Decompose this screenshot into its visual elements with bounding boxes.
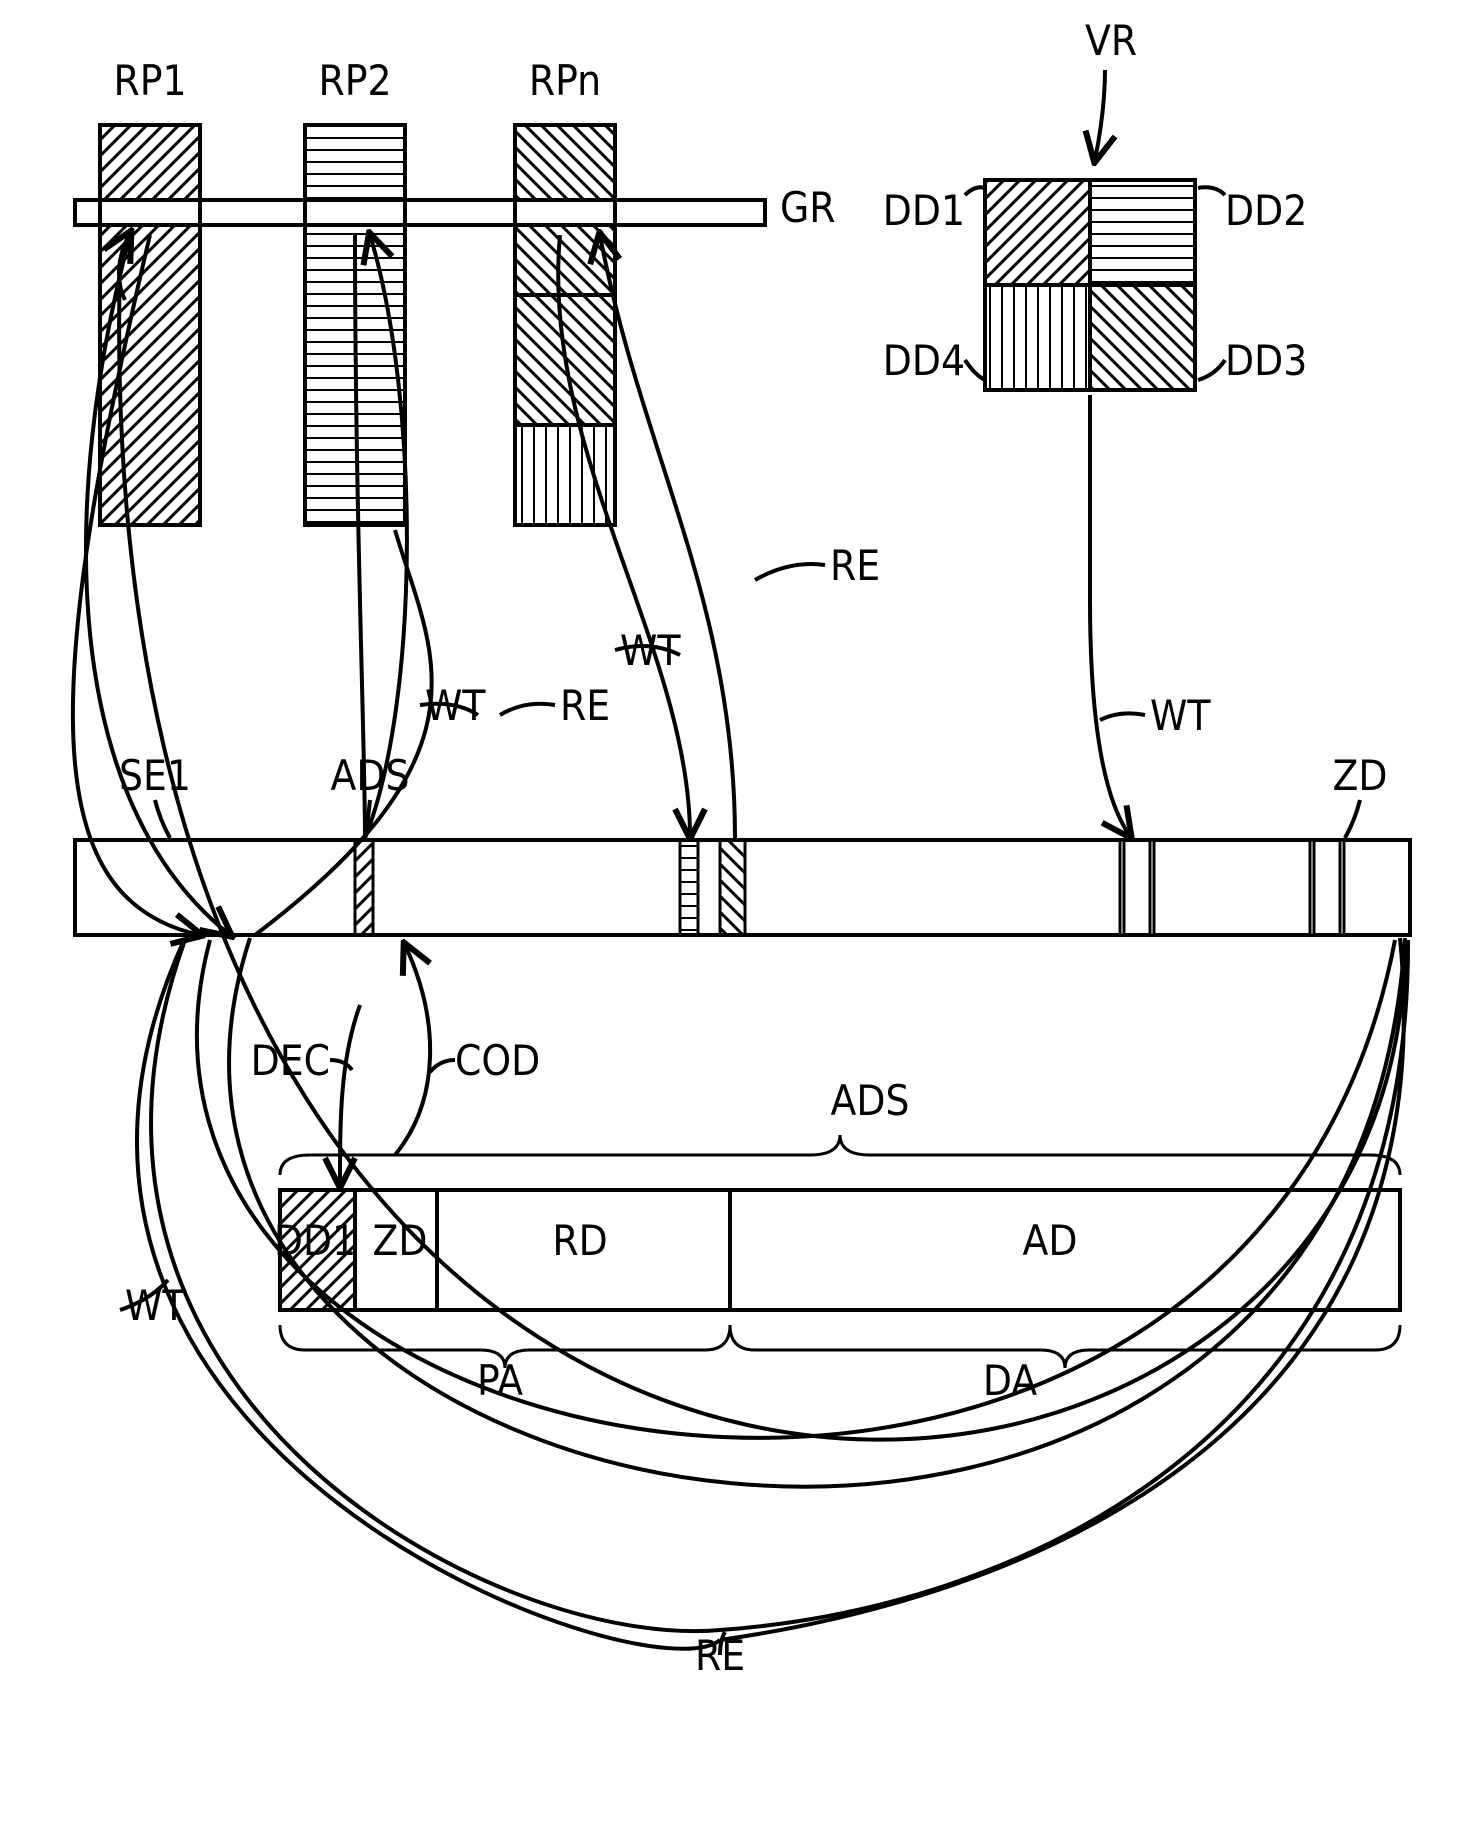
wt-right-tick bbox=[1100, 713, 1145, 720]
label-RD: RD bbox=[552, 1216, 607, 1265]
vr-leader-arrow bbox=[1095, 70, 1105, 160]
label-ZD: ZD bbox=[1333, 751, 1388, 800]
dd1-cell bbox=[985, 180, 1090, 285]
gr-rect bbox=[75, 200, 765, 225]
se1-slot-1 bbox=[680, 840, 698, 935]
se1-slot-2 bbox=[720, 840, 745, 935]
dd3-leader bbox=[1198, 360, 1225, 380]
se1-slot-5 bbox=[1310, 840, 1314, 935]
label-DEC: DEC bbox=[251, 1036, 330, 1085]
label-DD1: DD1 bbox=[883, 186, 965, 235]
wt-right-arrow bbox=[1090, 395, 1130, 836]
label-PA: PA bbox=[477, 1356, 523, 1405]
label-DD1b: DD1 bbox=[274, 1216, 356, 1265]
vr-square bbox=[985, 180, 1195, 390]
label-AD: AD bbox=[1023, 1216, 1078, 1265]
re-up-arrow bbox=[600, 235, 735, 838]
cod-tick bbox=[430, 1060, 455, 1072]
label-ZD2: ZD bbox=[373, 1216, 428, 1265]
label-SE1: SE1 bbox=[119, 751, 191, 800]
se1-leader bbox=[155, 800, 170, 838]
label-RPn: RPn bbox=[529, 56, 601, 105]
label-DA: DA bbox=[983, 1356, 1037, 1405]
label-VR: VR bbox=[1085, 16, 1137, 65]
se1-slot-0 bbox=[355, 840, 373, 935]
dd2-leader bbox=[1198, 187, 1225, 195]
label-RE_mid: RE bbox=[560, 681, 610, 730]
label-WT_right: WT bbox=[1150, 691, 1211, 740]
se1-slot-6 bbox=[1340, 840, 1344, 935]
dec-tick bbox=[330, 1060, 352, 1070]
label-RP2: RP2 bbox=[318, 56, 391, 105]
dd4-cell bbox=[985, 285, 1090, 390]
re-up-tick bbox=[755, 564, 825, 580]
label-ADS2: ADS bbox=[831, 1076, 910, 1125]
rpn-bar-bot bbox=[515, 425, 615, 525]
dec-arrow bbox=[340, 1005, 360, 1185]
label-COD: COD bbox=[455, 1036, 540, 1085]
label-DD3: DD3 bbox=[1225, 336, 1307, 385]
label-DD4: DD4 bbox=[883, 336, 965, 385]
label-GR: GR bbox=[780, 183, 836, 232]
rp1-bar bbox=[100, 125, 200, 525]
label-RP1: RP1 bbox=[113, 56, 186, 105]
label-DD2: DD2 bbox=[1225, 186, 1307, 235]
gr-bar bbox=[75, 200, 765, 225]
label-ADS: ADS bbox=[331, 751, 410, 800]
label-RE_bot: RE bbox=[695, 1631, 745, 1680]
dd1-leader bbox=[965, 187, 985, 195]
se1-slot-4 bbox=[1150, 840, 1154, 935]
dd4-leader bbox=[965, 360, 985, 380]
zd-leader bbox=[1345, 800, 1360, 838]
re-mid-tick bbox=[500, 704, 555, 715]
dd2-cell bbox=[1090, 180, 1195, 285]
label-RE_up: RE bbox=[830, 541, 880, 590]
ads-top-brace bbox=[280, 1135, 1400, 1175]
label-WT_mid: WT bbox=[425, 681, 486, 730]
dd3-cell bbox=[1090, 285, 1195, 390]
cod-arrow bbox=[395, 945, 430, 1155]
label-WT_left2: WT bbox=[620, 626, 681, 675]
label-WT_left: WT bbox=[125, 1281, 186, 1330]
se1-slot-3 bbox=[1120, 840, 1124, 935]
